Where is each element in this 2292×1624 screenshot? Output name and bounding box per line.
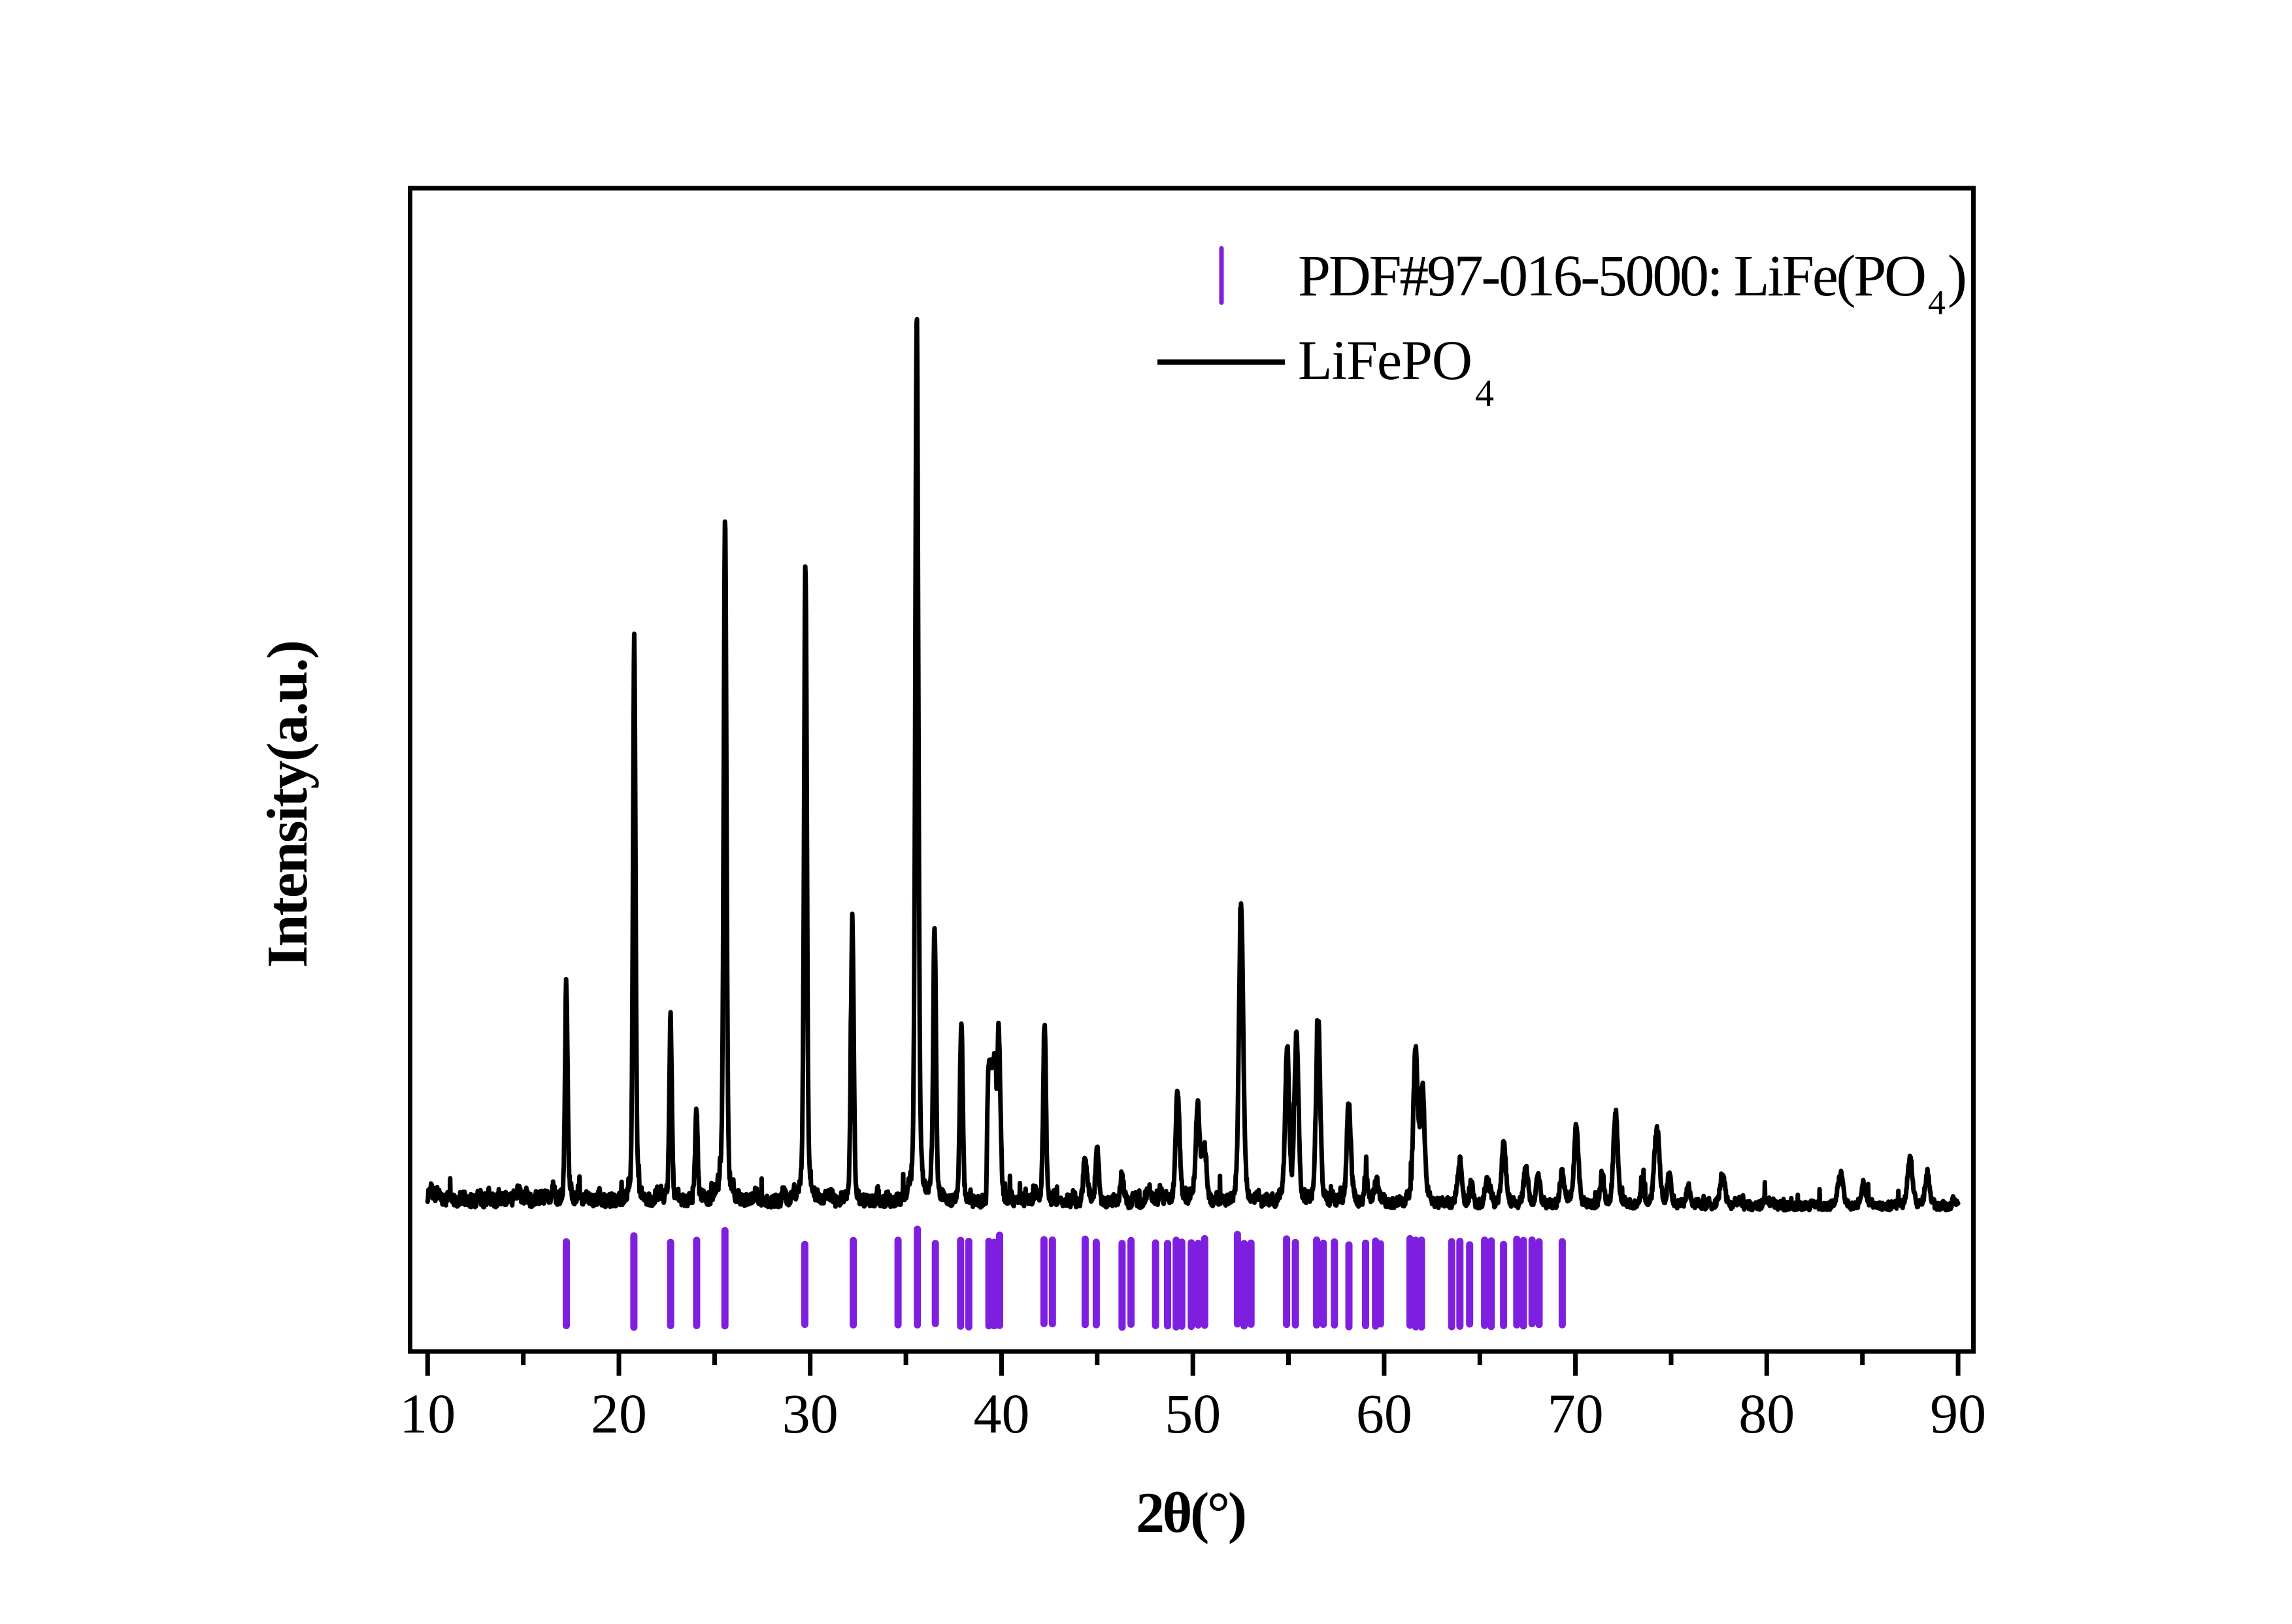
- svg-text:LiFePO: LiFePO: [1298, 329, 1472, 391]
- svg-text:70: 70: [1548, 1382, 1604, 1445]
- svg-text:10: 10: [399, 1382, 456, 1445]
- svg-text:80: 80: [1738, 1382, 1795, 1445]
- svg-text:Intensity(a.u.): Intensity(a.u.): [256, 640, 320, 968]
- svg-text:90: 90: [1930, 1382, 1986, 1445]
- svg-text:2θ(°): 2θ(°): [1136, 1482, 1247, 1545]
- svg-text:30: 30: [782, 1382, 839, 1445]
- svg-text:PDF#97-016-5000: LiFe(PO: PDF#97-016-5000: LiFe(PO: [1298, 244, 1927, 308]
- svg-text:4: 4: [1928, 283, 1946, 322]
- svg-text:4: 4: [1475, 372, 1494, 414]
- svg-text:40: 40: [974, 1382, 1030, 1445]
- svg-text:50: 50: [1165, 1382, 1221, 1445]
- svg-text:20: 20: [591, 1382, 647, 1445]
- svg-text:60: 60: [1356, 1382, 1412, 1445]
- svg-text:): ): [1948, 244, 1967, 308]
